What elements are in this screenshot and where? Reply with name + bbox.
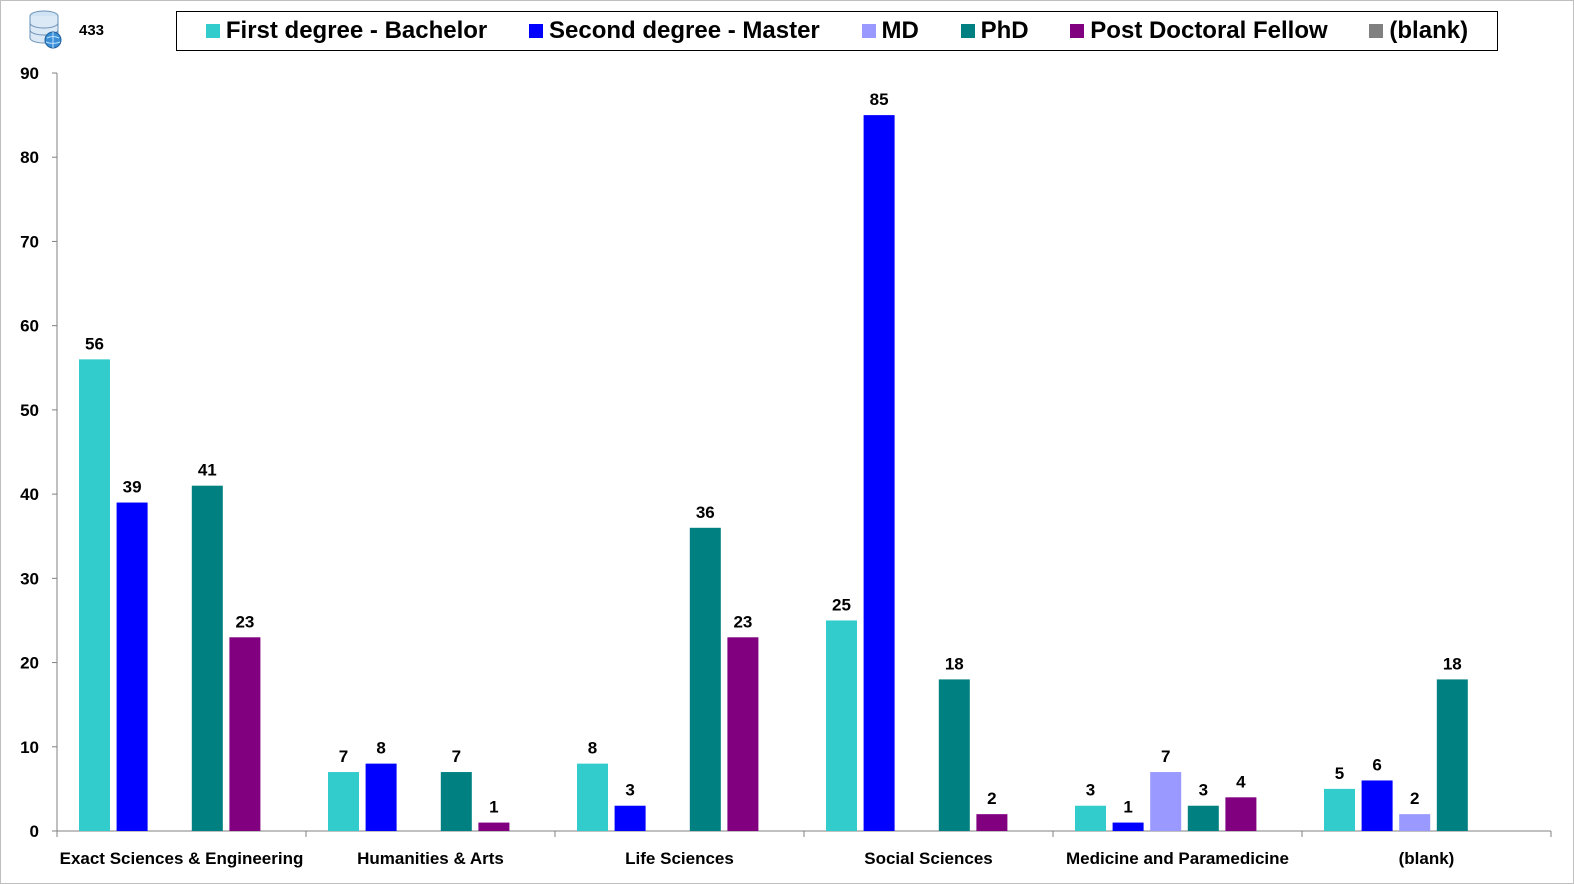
data-label: 23 <box>235 612 254 631</box>
legend-swatch <box>861 24 876 38</box>
bar <box>689 527 721 831</box>
legend-swatch <box>529 24 544 38</box>
y-tick-label: 0 <box>30 822 39 841</box>
y-tick-label: 30 <box>20 569 39 588</box>
bar <box>478 822 510 831</box>
data-label: 25 <box>832 595 851 614</box>
data-label: 6 <box>1372 755 1381 774</box>
bar <box>976 814 1008 831</box>
data-label: 3 <box>1086 781 1095 800</box>
bar <box>1399 814 1431 831</box>
data-label: 2 <box>987 789 996 808</box>
data-label: 4 <box>1236 772 1246 791</box>
data-label: 2 <box>1410 789 1419 808</box>
data-label: 7 <box>339 747 348 766</box>
bar <box>1187 805 1219 831</box>
legend-item: Post Doctoral Fellow <box>1070 17 1328 45</box>
y-tick-label: 90 <box>20 64 39 83</box>
legend-item: First degree - Bachelor <box>205 17 488 45</box>
legend-item: PhD <box>960 17 1029 45</box>
bar <box>440 772 472 831</box>
data-label: 41 <box>198 461 217 480</box>
data-label: 18 <box>945 654 964 673</box>
x-tick-label: Social Sciences <box>864 849 993 868</box>
total-count: 433 <box>79 22 105 39</box>
bar <box>577 763 608 831</box>
x-tick-label: (blank) <box>1399 849 1455 868</box>
legend-swatch <box>1070 24 1085 38</box>
bar <box>365 763 397 831</box>
bar <box>1361 780 1393 831</box>
bar <box>191 485 223 831</box>
x-tick-label: Humanities & Arts <box>357 849 504 868</box>
legend-swatch <box>205 24 220 38</box>
data-label: 8 <box>588 739 597 758</box>
x-tick-label: Medicine and Paramedicine <box>1066 849 1289 868</box>
legend-label: (blank) <box>1389 17 1469 44</box>
legend-swatch <box>960 24 975 38</box>
legend-label: MD <box>881 17 919 44</box>
data-label: 18 <box>1443 654 1462 673</box>
bar <box>1225 797 1257 831</box>
legend-label: Second degree - Master <box>549 17 820 44</box>
legend: First degree - Bachelor Second degree - M… <box>176 11 1498 51</box>
bar <box>614 805 646 831</box>
data-label: 85 <box>870 90 889 109</box>
bar <box>328 772 359 831</box>
data-label: 7 <box>1161 747 1170 766</box>
data-label: 56 <box>85 334 104 353</box>
bar <box>116 502 148 831</box>
bar <box>1436 679 1468 831</box>
y-tick-label: 40 <box>20 485 39 504</box>
data-label: 3 <box>1199 781 1208 800</box>
legend-label: PhD <box>980 17 1029 44</box>
database-globe-icon <box>29 10 62 49</box>
data-label: 3 <box>625 781 634 800</box>
legend-swatch <box>1369 24 1384 38</box>
bar <box>938 679 970 831</box>
data-label: 39 <box>123 478 142 497</box>
bar <box>1112 822 1144 831</box>
data-label: 7 <box>452 747 461 766</box>
bar <box>229 637 261 831</box>
bar <box>727 637 759 831</box>
y-tick-label: 80 <box>20 148 39 167</box>
bar <box>863 115 895 832</box>
legend-label: Post Doctoral Fellow <box>1090 17 1328 44</box>
y-tick-label: 10 <box>20 738 39 757</box>
bar <box>1075 805 1106 831</box>
y-tick-label: 70 <box>20 232 39 251</box>
bar <box>79 359 110 831</box>
bar <box>1150 772 1182 831</box>
legend-item: Second degree - Master <box>529 17 820 45</box>
y-tick-label: 60 <box>20 317 39 336</box>
legend-item: MD <box>861 17 919 45</box>
data-label: 1 <box>1123 798 1132 817</box>
bar <box>826 620 857 831</box>
data-label: 8 <box>376 739 385 758</box>
legend-item: (blank) <box>1369 17 1468 45</box>
x-tick-label: Life Sciences <box>625 849 734 868</box>
data-label: 5 <box>1335 764 1344 783</box>
data-label: 36 <box>696 503 715 522</box>
y-tick-label: 50 <box>20 401 39 420</box>
x-tick-label: Exact Sciences & Engineering <box>60 849 304 868</box>
legend-label: First degree - Bachelor <box>225 17 488 44</box>
data-label: 1 <box>489 798 498 817</box>
y-tick-label: 20 <box>20 654 39 673</box>
bar <box>1324 788 1355 831</box>
data-label: 23 <box>733 612 752 631</box>
